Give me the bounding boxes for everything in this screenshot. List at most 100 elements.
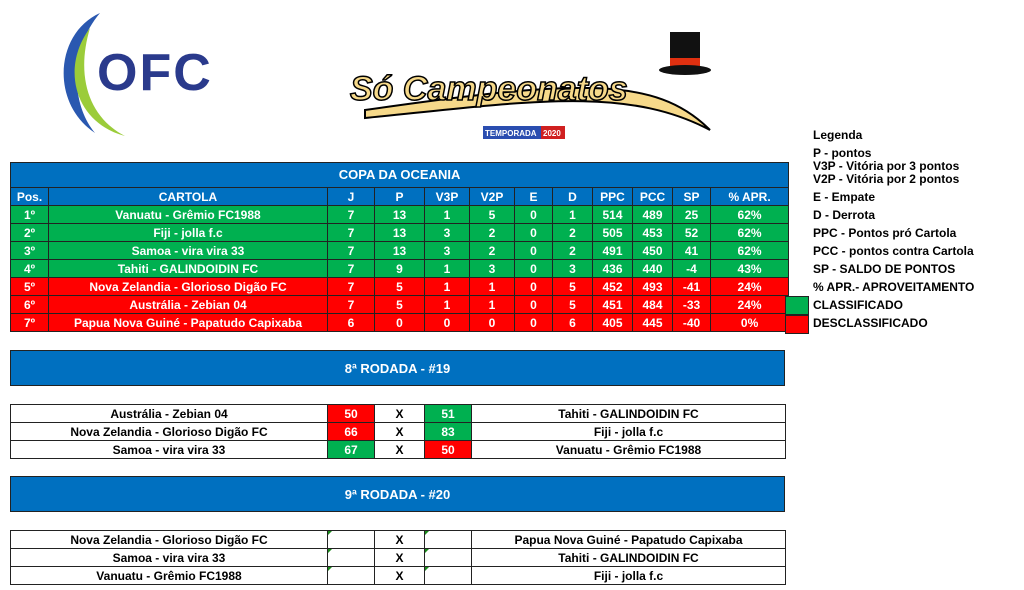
standings-row: 6º Austrália - Zebian 04 7 5 1 1 0 5 451 484 -33 24… [10, 295, 790, 314]
standings-cell: 7 [327, 241, 375, 260]
ofc-logo: OFC [45, 8, 245, 143]
season-year: 2020 [543, 129, 561, 138]
standings-cell: 1 [469, 277, 515, 296]
standings-cell: 2 [552, 223, 593, 242]
column-header: Pos. [10, 187, 49, 206]
standings-cell: 0 [514, 277, 553, 296]
standings-cell: 493 [632, 277, 673, 296]
standings-cell: 52 [672, 223, 711, 242]
away-score: 50 [424, 440, 472, 459]
standings-cell: Vanuatu - Grêmio FC1988 [48, 205, 328, 224]
legend-item: V2P - Vitória por 2 pontos [813, 172, 960, 186]
standings-cell: 0 [514, 205, 553, 224]
standings-cell: 0 [514, 313, 553, 332]
legend-disqualified: DESCLASSIFICADO [813, 316, 928, 330]
standings-cell: 2 [469, 223, 515, 242]
standings-cell: 1 [552, 205, 593, 224]
column-header: CARTOLA [48, 187, 328, 206]
away-team: Fiji - jolla f.c [471, 422, 786, 441]
away-score: 51 [424, 404, 472, 423]
standings-cell: 452 [592, 277, 633, 296]
disqualified-swatch [785, 315, 809, 334]
standings-cell: 450 [632, 241, 673, 260]
standings-cell: 484 [632, 295, 673, 314]
standings-cell: 5 [552, 295, 593, 314]
standings-cell: 7º [10, 313, 49, 332]
standings-cell: 436 [592, 259, 633, 278]
standings-cell: 5 [374, 295, 425, 314]
versus-label: X [374, 566, 425, 585]
home-score [327, 566, 375, 585]
standings-cell: 0 [374, 313, 425, 332]
standings-cell: 514 [592, 205, 633, 224]
away-team: Fiji - jolla f.c [471, 566, 786, 585]
home-team: Vanuatu - Grêmio FC1988 [10, 566, 328, 585]
standings-cell: 6 [552, 313, 593, 332]
standings-cell: 7 [327, 295, 375, 314]
legend-title: Legenda [813, 128, 863, 142]
standings-cell: 405 [592, 313, 633, 332]
home-team: Nova Zelandia - Glorioso Digão FC [10, 530, 328, 549]
standings-cell: 2 [469, 241, 515, 260]
standings-cell: 0 [424, 313, 470, 332]
versus-label: X [374, 530, 425, 549]
standings-cell: 0 [469, 313, 515, 332]
versus-label: X [374, 440, 425, 459]
standings-cell: 5 [374, 277, 425, 296]
standings-cell: 7 [327, 259, 375, 278]
standings-cell: 0 [514, 295, 553, 314]
away-score [424, 548, 472, 567]
standings-cell: 24% [709, 295, 790, 314]
column-header: P [374, 187, 425, 206]
standings-cell: 3º [10, 241, 49, 260]
match-row: Nova Zelandia - Glorioso Digão FC 66 X 83 Fi… [10, 422, 786, 441]
standings-cell: 3 [552, 259, 593, 278]
away-team: Tahiti - GALINDOIDIN FC [471, 404, 786, 423]
standings-row: 4º Tahiti - GALINDOIDIN FC 7 9 1 3 0 3 436 440 -4 4… [10, 259, 790, 278]
column-header: V3P [424, 187, 470, 206]
standings-cell: 0 [514, 259, 553, 278]
home-score: 66 [327, 422, 375, 441]
ofc-logo-text: OFC [97, 44, 213, 102]
column-header: J [327, 187, 375, 206]
standings-cell: 1 [424, 259, 470, 278]
column-header: % APR. [709, 187, 790, 206]
standings-cell: 3 [424, 241, 470, 260]
standings-cell: 445 [632, 313, 673, 332]
standings-row: 3º Samoa - vira vira 33 7 13 3 2 0 2 491 450 41 62% [10, 241, 790, 260]
standings-cell: 13 [374, 241, 425, 260]
match-row: Samoa - vira vira 33 X Tahiti - GALINDOIDI… [10, 548, 786, 567]
standings-cell: 0 [514, 223, 553, 242]
standings-cell: 2 [552, 241, 593, 260]
standings-cell: 62% [709, 241, 790, 260]
home-team: Austrália - Zebian 04 [10, 404, 328, 423]
match-row: Vanuatu - Grêmio FC1988 X Fiji - jolla f.c [10, 566, 786, 585]
standings-cell: 1 [424, 295, 470, 314]
standings-cell: 3 [424, 223, 470, 242]
standings-cell: 1 [469, 295, 515, 314]
standings-cell: 6º [10, 295, 49, 314]
standings-cell: 25 [672, 205, 711, 224]
away-score: 83 [424, 422, 472, 441]
match-row: Austrália - Zebian 04 50 X 51 Tahiti - GALIN… [10, 404, 786, 423]
column-header: D [552, 187, 593, 206]
column-header: V2P [469, 187, 515, 206]
column-header: E [514, 187, 553, 206]
standings-cell: 505 [592, 223, 633, 242]
home-team: Samoa - vira vira 33 [10, 440, 328, 459]
standings-cell: 9 [374, 259, 425, 278]
standings-cell: 1 [424, 205, 470, 224]
standings-cell: -33 [672, 295, 711, 314]
standings-cell: 7 [327, 277, 375, 296]
legend-item: % APR.- APROVEITAMENTO [813, 280, 975, 294]
standings-cell: -40 [672, 313, 711, 332]
legend-classified: CLASSIFICADO [813, 298, 903, 312]
legend-item: SP - SALDO DE PONTOS [813, 262, 956, 276]
standings-cell: 453 [632, 223, 673, 242]
round-8-matches: Austrália - Zebian 04 50 X 51 Tahiti - GALIN… [10, 404, 786, 459]
versus-label: X [374, 404, 425, 423]
standings-cell: 13 [374, 223, 425, 242]
away-team: Papua Nova Guiné - Papatudo Capixaba [471, 530, 786, 549]
standings-cell: 489 [632, 205, 673, 224]
standings-cell: Austrália - Zebian 04 [48, 295, 328, 314]
